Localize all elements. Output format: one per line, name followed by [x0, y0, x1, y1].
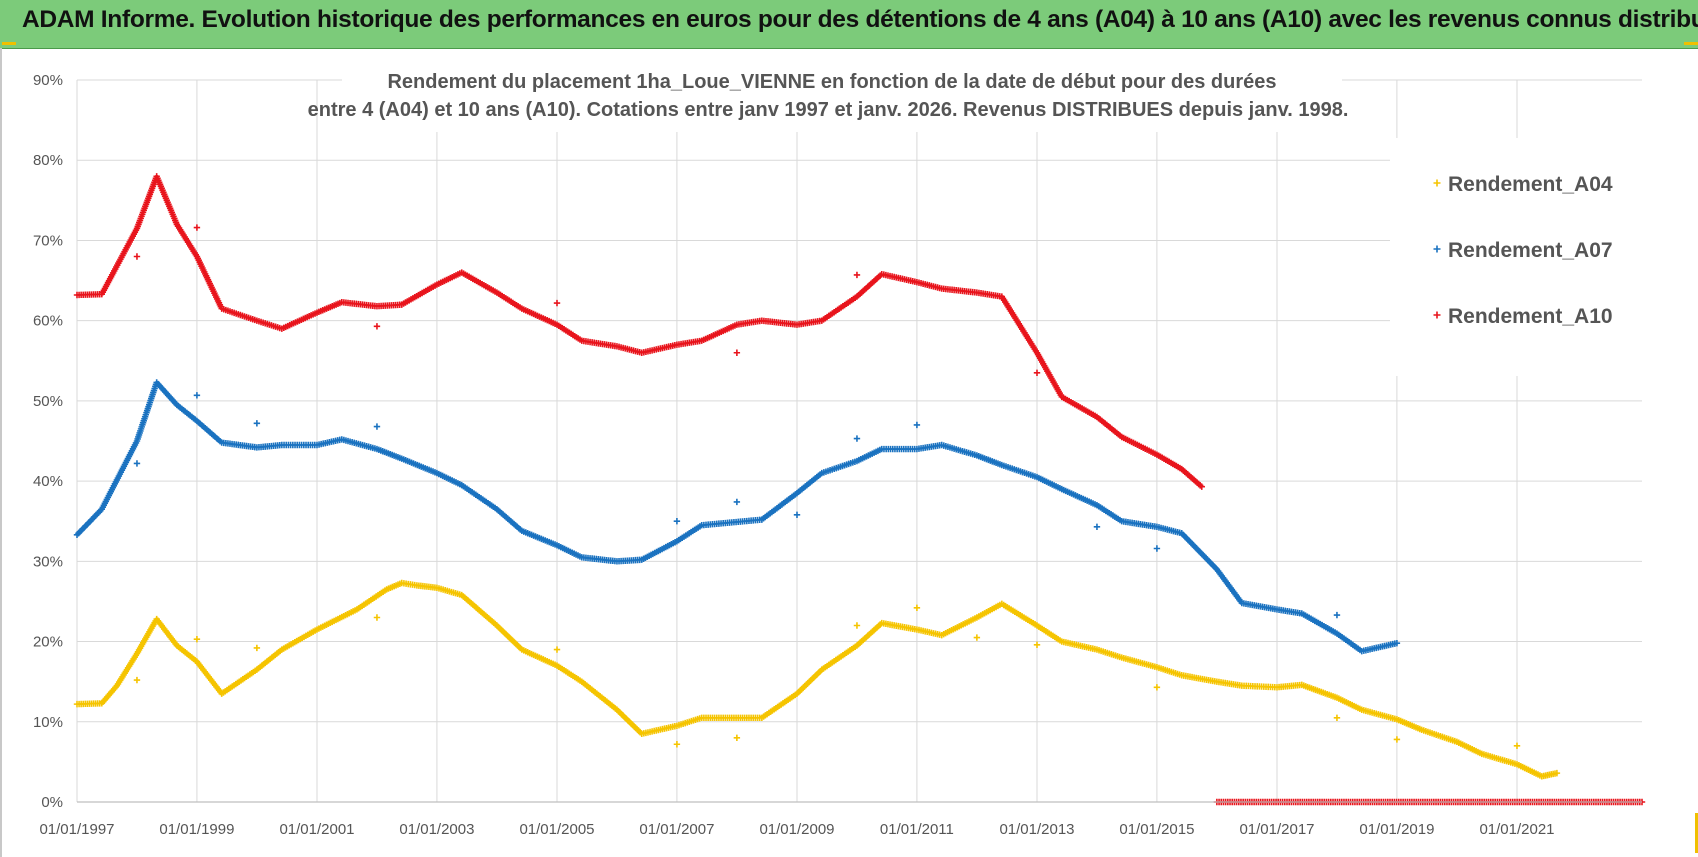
- data-point: [733, 498, 741, 506]
- data-point: [853, 622, 861, 629]
- data-point: [733, 349, 741, 356]
- data-point: [553, 299, 561, 307]
- legend-marker: [1433, 245, 1441, 253]
- series-Rendement_A10: [73, 173, 1646, 806]
- data-point: [793, 511, 801, 519]
- data-point: [253, 644, 261, 652]
- x-tick-label: 01/01/2003: [399, 821, 474, 838]
- data-point: [373, 323, 381, 330]
- data-point: [1033, 641, 1041, 648]
- y-tick-label: 0%: [41, 794, 63, 811]
- data-point: [553, 646, 561, 653]
- legend-label: Rendement_A07: [1448, 239, 1613, 262]
- x-tick-label: 01/01/1997: [39, 821, 114, 838]
- series-Rendement_A07: [73, 379, 1401, 655]
- chart-svg: 0% 10% 20% 30% 40% 50% 60% 70% 80% 90% 01/01/1997 0…: [33, 64, 1660, 838]
- legend-marker: [1433, 179, 1441, 187]
- data-point: [673, 741, 681, 748]
- x-tick-label: 01/01/2017: [1239, 821, 1314, 838]
- data-point: [1033, 369, 1041, 377]
- x-tick-label: 01/01/1999: [159, 821, 234, 838]
- chart-title-line1: Rendement du placement 1ha_Loue_VIENNE e…: [387, 71, 1276, 93]
- legend: Rendement_A04 Rendement_A07 Rendement_A10: [1390, 138, 1660, 376]
- data-point: [193, 392, 201, 399]
- gridlines: [76, 79, 1642, 803]
- legend-label: Rendement_A10: [1448, 305, 1613, 328]
- y-tick-label: 40%: [33, 473, 63, 490]
- legend-marker: [1433, 311, 1441, 319]
- x-tick-label: 01/01/2005: [519, 821, 594, 838]
- y-tick-label: 20%: [33, 634, 63, 651]
- chart-area: 0% 10% 20% 30% 40% 50% 60% 70% 80% 90% 01/01/1997 0…: [0, 42, 1698, 857]
- data-point: [1333, 611, 1341, 619]
- legend-label: Rendement_A04: [1448, 173, 1613, 196]
- data-point: [253, 420, 261, 427]
- corner-mark-top-right: [1684, 42, 1698, 45]
- corner-mark-top-left: [2, 42, 16, 45]
- corner-mark-bottom-right: [1695, 813, 1698, 853]
- legend-bg: [1390, 138, 1660, 376]
- data-point: [1333, 714, 1341, 721]
- data-point: [913, 604, 921, 612]
- data-point: [1198, 483, 1205, 490]
- header-banner: ADAM Informe. Evolution historique des p…: [0, 0, 1698, 49]
- data-point: [133, 253, 141, 260]
- data-point: [673, 518, 681, 525]
- data-point: [853, 271, 861, 279]
- data-point: [373, 614, 381, 621]
- data-point: [1553, 769, 1561, 777]
- data-point: [1153, 545, 1161, 552]
- y-tick-label: 90%: [33, 72, 63, 89]
- data-point: [193, 635, 201, 643]
- series-layer: [73, 173, 1646, 806]
- x-tick-label: 01/01/2011: [880, 821, 954, 838]
- x-tick-label: 01/01/2007: [639, 821, 714, 838]
- data-point: [133, 676, 141, 684]
- data-point: [133, 460, 141, 467]
- data-point: [373, 423, 381, 430]
- data-point: [733, 734, 741, 742]
- y-tick-label: 60%: [33, 313, 63, 330]
- y-tick-label: 70%: [33, 232, 63, 249]
- chart-title-line2: entre 4 (A04) et 10 ans (A10). Cotations…: [308, 99, 1349, 121]
- series-Rendement_A04: [73, 579, 1561, 780]
- data-point: [1093, 523, 1101, 531]
- x-tick-label: 01/01/2009: [759, 821, 834, 838]
- y-tick-label: 10%: [33, 714, 63, 731]
- y-tick-label: 30%: [33, 553, 63, 570]
- x-tick-label: 01/01/2015: [1119, 821, 1194, 838]
- x-tick-label: 01/01/2019: [1359, 821, 1434, 838]
- data-point: [913, 421, 921, 429]
- data-point: [973, 634, 981, 641]
- data-point: [1513, 742, 1521, 750]
- banner-title: ADAM Informe. Evolution historique des p…: [22, 6, 1698, 33]
- x-tick-label: 01/01/2021: [1479, 821, 1554, 838]
- data-point: [193, 224, 201, 231]
- data-point: [1153, 684, 1161, 691]
- y-tick-label: 50%: [33, 393, 63, 410]
- axes: 0% 10% 20% 30% 40% 50% 60% 70% 80% 90% 01/01/1997 0…: [33, 72, 1642, 838]
- data-point: [853, 435, 861, 442]
- data-point: [1393, 639, 1401, 647]
- chart-title-bg: [342, 64, 1342, 132]
- x-tick-label: 01/01/2001: [279, 821, 354, 838]
- x-tick-label: 01/01/2013: [999, 821, 1074, 838]
- data-point: [1393, 736, 1401, 743]
- y-tick-label: 80%: [33, 152, 63, 169]
